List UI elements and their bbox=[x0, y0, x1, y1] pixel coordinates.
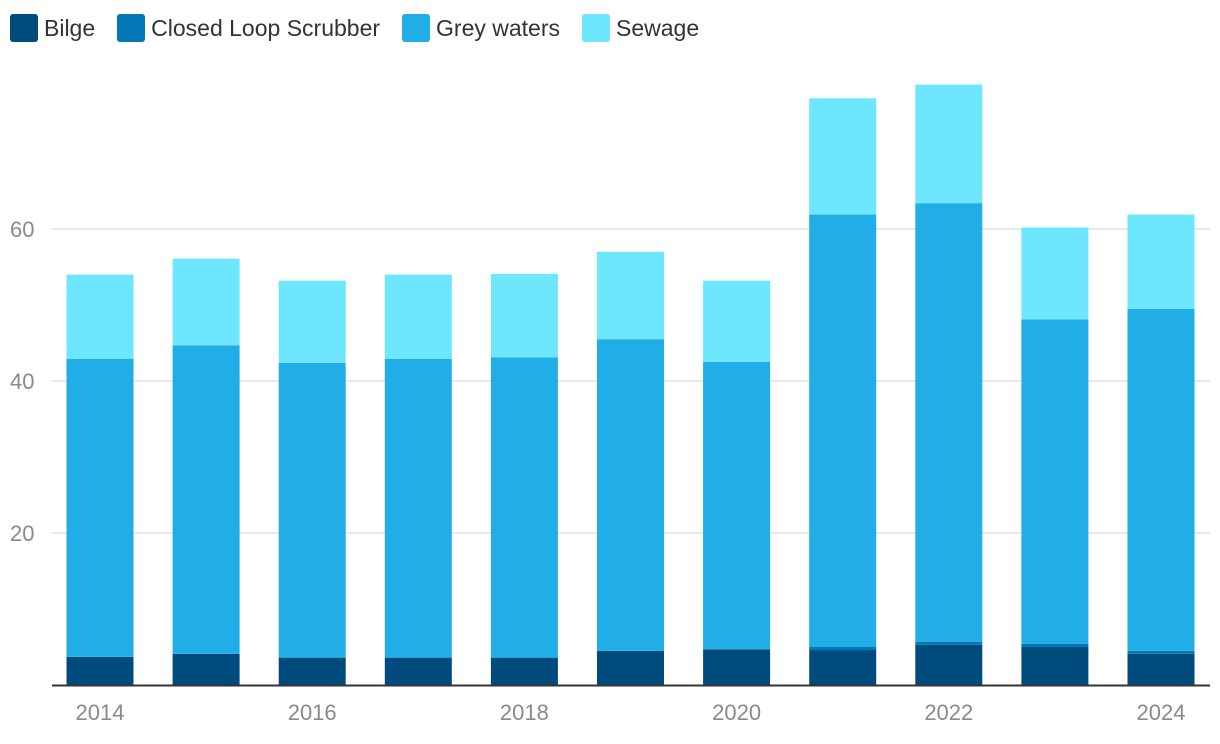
legend-item-bilge[interactable]: Bilge bbox=[10, 14, 95, 42]
bar-bilge-2023[interactable] bbox=[1021, 647, 1089, 685]
x-tick-label-2018: 2018 bbox=[500, 700, 549, 725]
x-tick-label-2016: 2016 bbox=[288, 700, 337, 725]
bar-bilge-2018[interactable] bbox=[490, 657, 558, 685]
bar-grey-waters-2019[interactable] bbox=[597, 339, 664, 651]
bar-sewage-2019[interactable] bbox=[597, 251, 664, 340]
bar-closed-loop-scrubber-2023[interactable] bbox=[1021, 643, 1089, 647]
bar-grey-waters-2022[interactable] bbox=[915, 203, 983, 642]
bar-sewage-2017[interactable] bbox=[384, 274, 452, 359]
bar-sewage-2018[interactable] bbox=[490, 273, 558, 358]
bar-bilge-2020[interactable] bbox=[703, 649, 771, 685]
bar-sewage-2015[interactable] bbox=[172, 258, 240, 346]
legend-swatch-closed-loop-scrubber bbox=[117, 14, 146, 42]
legend-item-closed-loop-scrubber[interactable]: Closed Loop Scrubber bbox=[117, 14, 380, 42]
legend-item-sewage[interactable]: Sewage bbox=[582, 14, 699, 42]
bar-bilge-2021[interactable] bbox=[809, 650, 877, 685]
legend-swatch-grey-waters bbox=[402, 14, 431, 42]
x-tick-label-2024: 2024 bbox=[1137, 700, 1186, 725]
bar-closed-loop-scrubber-2021[interactable] bbox=[809, 647, 877, 651]
bar-sewage-2023[interactable] bbox=[1021, 227, 1089, 320]
legend-swatch-bilge bbox=[10, 14, 38, 42]
bar-bilge-2024[interactable] bbox=[1127, 653, 1195, 685]
legend-label-grey-waters: Grey waters bbox=[436, 14, 561, 41]
legend-label-closed-loop-scrubber: Closed Loop Scrubber bbox=[151, 14, 381, 41]
y-tick-label-60: 60 bbox=[10, 217, 34, 242]
axis-labels: 20 40 60 2014 2016 2018 2020 2022 2024 bbox=[10, 217, 1185, 725]
bar-sewage-2022[interactable] bbox=[915, 84, 983, 204]
legend-label-bilge: Bilge bbox=[44, 14, 96, 41]
bar-bilge-2017[interactable] bbox=[384, 657, 452, 685]
bar-grey-waters-2024[interactable] bbox=[1127, 308, 1195, 651]
bar-grey-waters-2017[interactable] bbox=[384, 358, 452, 658]
bar-sewage-2024[interactable] bbox=[1127, 214, 1195, 309]
chart-legend: Bilge Closed Loop Scrubber Grey waters S… bbox=[10, 12, 721, 44]
y-tick-label-40: 40 bbox=[10, 369, 34, 394]
bar-sewage-2016[interactable] bbox=[278, 280, 346, 363]
legend-label-sewage: Sewage bbox=[616, 14, 700, 41]
bar-bilge-2016[interactable] bbox=[278, 657, 346, 685]
bar-closed-loop-scrubber-2024[interactable] bbox=[1127, 650, 1195, 654]
bar-grey-waters-2023[interactable] bbox=[1021, 319, 1089, 644]
bars bbox=[66, 84, 1195, 685]
legend-item-grey-waters[interactable]: Grey waters bbox=[402, 14, 560, 42]
bar-grey-waters-2014[interactable] bbox=[66, 358, 134, 657]
x-tick-label-2014: 2014 bbox=[76, 700, 125, 725]
bar-bilge-2022[interactable] bbox=[915, 644, 983, 685]
x-tick-label-2020: 2020 bbox=[712, 700, 761, 725]
bar-grey-waters-2015[interactable] bbox=[172, 345, 240, 654]
bar-closed-loop-scrubber-2022[interactable] bbox=[915, 641, 983, 645]
bar-bilge-2015[interactable] bbox=[172, 653, 240, 685]
bar-bilge-2019[interactable] bbox=[597, 650, 664, 685]
bar-sewage-2014[interactable] bbox=[66, 274, 134, 359]
bar-sewage-2020[interactable] bbox=[703, 280, 771, 362]
bar-bilge-2014[interactable] bbox=[66, 656, 134, 685]
y-tick-label-20: 20 bbox=[10, 521, 34, 546]
x-tick-label-2022: 2022 bbox=[924, 700, 973, 725]
bar-sewage-2021[interactable] bbox=[809, 98, 877, 215]
bar-grey-waters-2020[interactable] bbox=[703, 362, 771, 650]
bar-grey-waters-2018[interactable] bbox=[490, 357, 558, 658]
bar-grey-waters-2021[interactable] bbox=[809, 214, 877, 647]
legend-swatch-sewage bbox=[582, 14, 611, 42]
bar-grey-waters-2016[interactable] bbox=[278, 362, 346, 658]
